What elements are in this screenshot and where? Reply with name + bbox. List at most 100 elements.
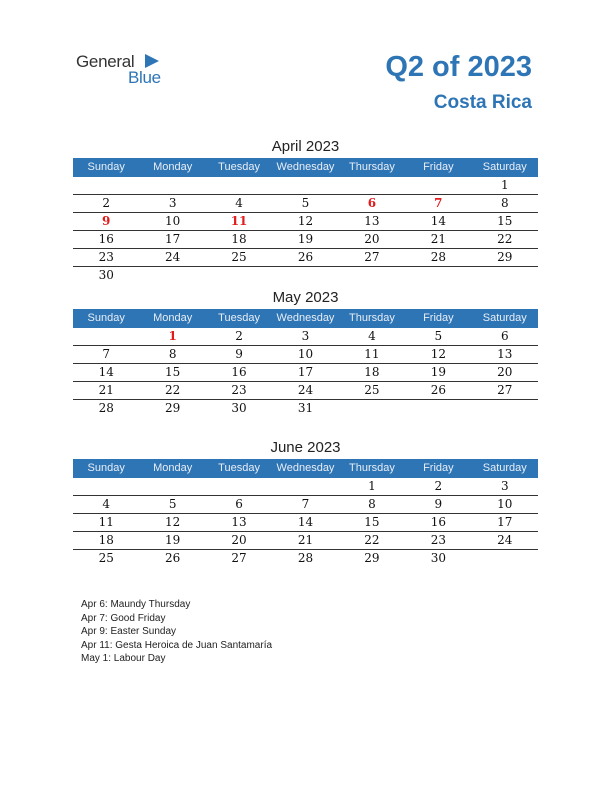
week-row: 7 8 9 10 11 12 13 (73, 346, 538, 364)
week-row: 1 2 3 (73, 478, 538, 496)
day-cell: 12 (297, 214, 314, 228)
day-cell (339, 400, 405, 417)
day-cell: 29 (364, 551, 380, 565)
day-cell: 19 (164, 533, 181, 547)
day-cell: 28 (98, 401, 114, 415)
weekday-label: Tuesday (218, 161, 260, 173)
day-cell: 5 (301, 196, 310, 210)
week-row: 25 26 27 28 29 30 (73, 550, 538, 567)
day-cell: 6 (235, 497, 243, 511)
day-cell: 15 (497, 214, 513, 228)
day-cell (139, 478, 205, 495)
day-cell (272, 177, 338, 194)
weekday-header: Sunday Monday Tuesday Wednesday Thursday Frid… (73, 459, 538, 478)
day-cell: 25 (364, 383, 380, 397)
holiday-note: May 1: Labour Day (81, 653, 166, 664)
day-cell: 1 (500, 178, 509, 192)
day-cell: 16 (231, 365, 247, 379)
day-cell: 2 (235, 329, 243, 343)
month-title: April 2023 (271, 138, 340, 155)
month-title: May 2023 (272, 289, 339, 306)
day-cell: 26 (164, 551, 181, 565)
week-row: 16 17 18 19 20 21 22 (73, 231, 538, 249)
day-cell: 18 (98, 533, 114, 547)
day-cell: 16 (430, 515, 446, 529)
day-cell: 18 (231, 232, 247, 246)
day-cell: 21 (98, 383, 114, 397)
day-cell (405, 267, 471, 284)
logo-text-general: General (76, 52, 135, 71)
day-cell (73, 328, 139, 345)
day-cell: 25 (98, 551, 114, 565)
day-cell: 19 (430, 365, 446, 379)
day-cell: 13 (497, 347, 513, 361)
day-cell: 7 (301, 497, 310, 511)
day-cell (272, 267, 338, 284)
day-cell: 12 (164, 515, 181, 529)
day-cell: 29 (164, 401, 181, 415)
day-cell (472, 267, 538, 284)
day-cell: 11 (364, 347, 380, 361)
day-cell (139, 177, 205, 194)
week-row: 23 24 25 26 27 28 29 (73, 249, 538, 267)
day-cell: 18 (364, 365, 380, 379)
weekday-label: Monday (153, 312, 193, 324)
weekday-label: Sunday (87, 161, 125, 173)
day-cell: 27 (231, 551, 247, 565)
day-cell: 8 (168, 347, 177, 361)
day-cell: 25 (231, 250, 247, 264)
country-name: Costa Rica (433, 92, 532, 113)
week-row: 21 22 23 24 25 26 27 (73, 382, 538, 400)
day-cell: 3 (168, 196, 177, 210)
day-cell: 31 (297, 401, 314, 415)
week-row: 1 (73, 177, 538, 195)
weekday-label: Saturday (482, 161, 527, 173)
weekday-label: Wednesday (276, 161, 335, 173)
month-calendar-may: May 2023 Sunday Monday Tuesday Wednesday Thur… (73, 287, 538, 417)
day-cell: 8 (368, 497, 376, 511)
day-cell: 21 (297, 533, 314, 547)
day-cell (405, 177, 471, 194)
month-calendar-april: April 2023 Sunday Monday Tuesday Wednesday Th… (73, 136, 538, 284)
day-cell: 6 (367, 196, 377, 210)
day-cell: 24 (164, 250, 181, 264)
day-cell: 10 (497, 497, 513, 511)
day-cell: 11 (98, 515, 114, 529)
brand-logo: General Blue (76, 52, 176, 92)
day-cell: 29 (497, 250, 513, 264)
day-cell: 4 (368, 329, 376, 343)
day-cell: 27 (364, 250, 380, 264)
day-cell: 20 (497, 365, 513, 379)
day-cell: 3 (301, 329, 310, 343)
day-cell: 11 (230, 214, 248, 228)
day-cell: 28 (297, 551, 314, 565)
holiday-note: Apr 6: Maundy Thursday (81, 599, 191, 610)
day-cell: 2 (434, 479, 443, 493)
weekday-label: Friday (423, 462, 454, 474)
day-cell: 24 (297, 383, 314, 397)
day-cell: 5 (434, 329, 443, 343)
week-row: 2 3 4 5 6 7 8 (73, 195, 538, 213)
week-row: 9 10 11 12 13 14 15 (73, 213, 538, 231)
weekday-label: Tuesday (218, 462, 260, 474)
logo-text-blue: Blue (128, 68, 161, 87)
day-cell: 7 (434, 196, 443, 210)
day-cell: 14 (297, 515, 314, 529)
day-cell: 8 (500, 196, 509, 210)
holiday-note: Apr 11: Gesta Heroica de Juan Santamaría (81, 639, 273, 651)
day-cell (206, 177, 272, 194)
day-cell (139, 267, 205, 284)
quarter-title: Q2 of 2023 (385, 51, 532, 83)
day-cell: 22 (497, 232, 513, 246)
day-cell: 10 (164, 214, 181, 228)
weekday-label: Thursday (348, 161, 395, 173)
day-cell (272, 478, 338, 495)
weekday-label: Monday (153, 161, 193, 173)
day-cell: 30 (430, 551, 446, 565)
month-calendar-june: June 2023 Sunday Monday Tuesday Wednesday Thu… (73, 437, 538, 567)
holiday-note: Apr 9: Easter Sunday (81, 626, 177, 637)
day-cell: 23 (98, 250, 114, 264)
weekday-label: Saturday (482, 462, 527, 474)
day-cell: 10 (297, 347, 314, 361)
day-cell (472, 400, 538, 417)
